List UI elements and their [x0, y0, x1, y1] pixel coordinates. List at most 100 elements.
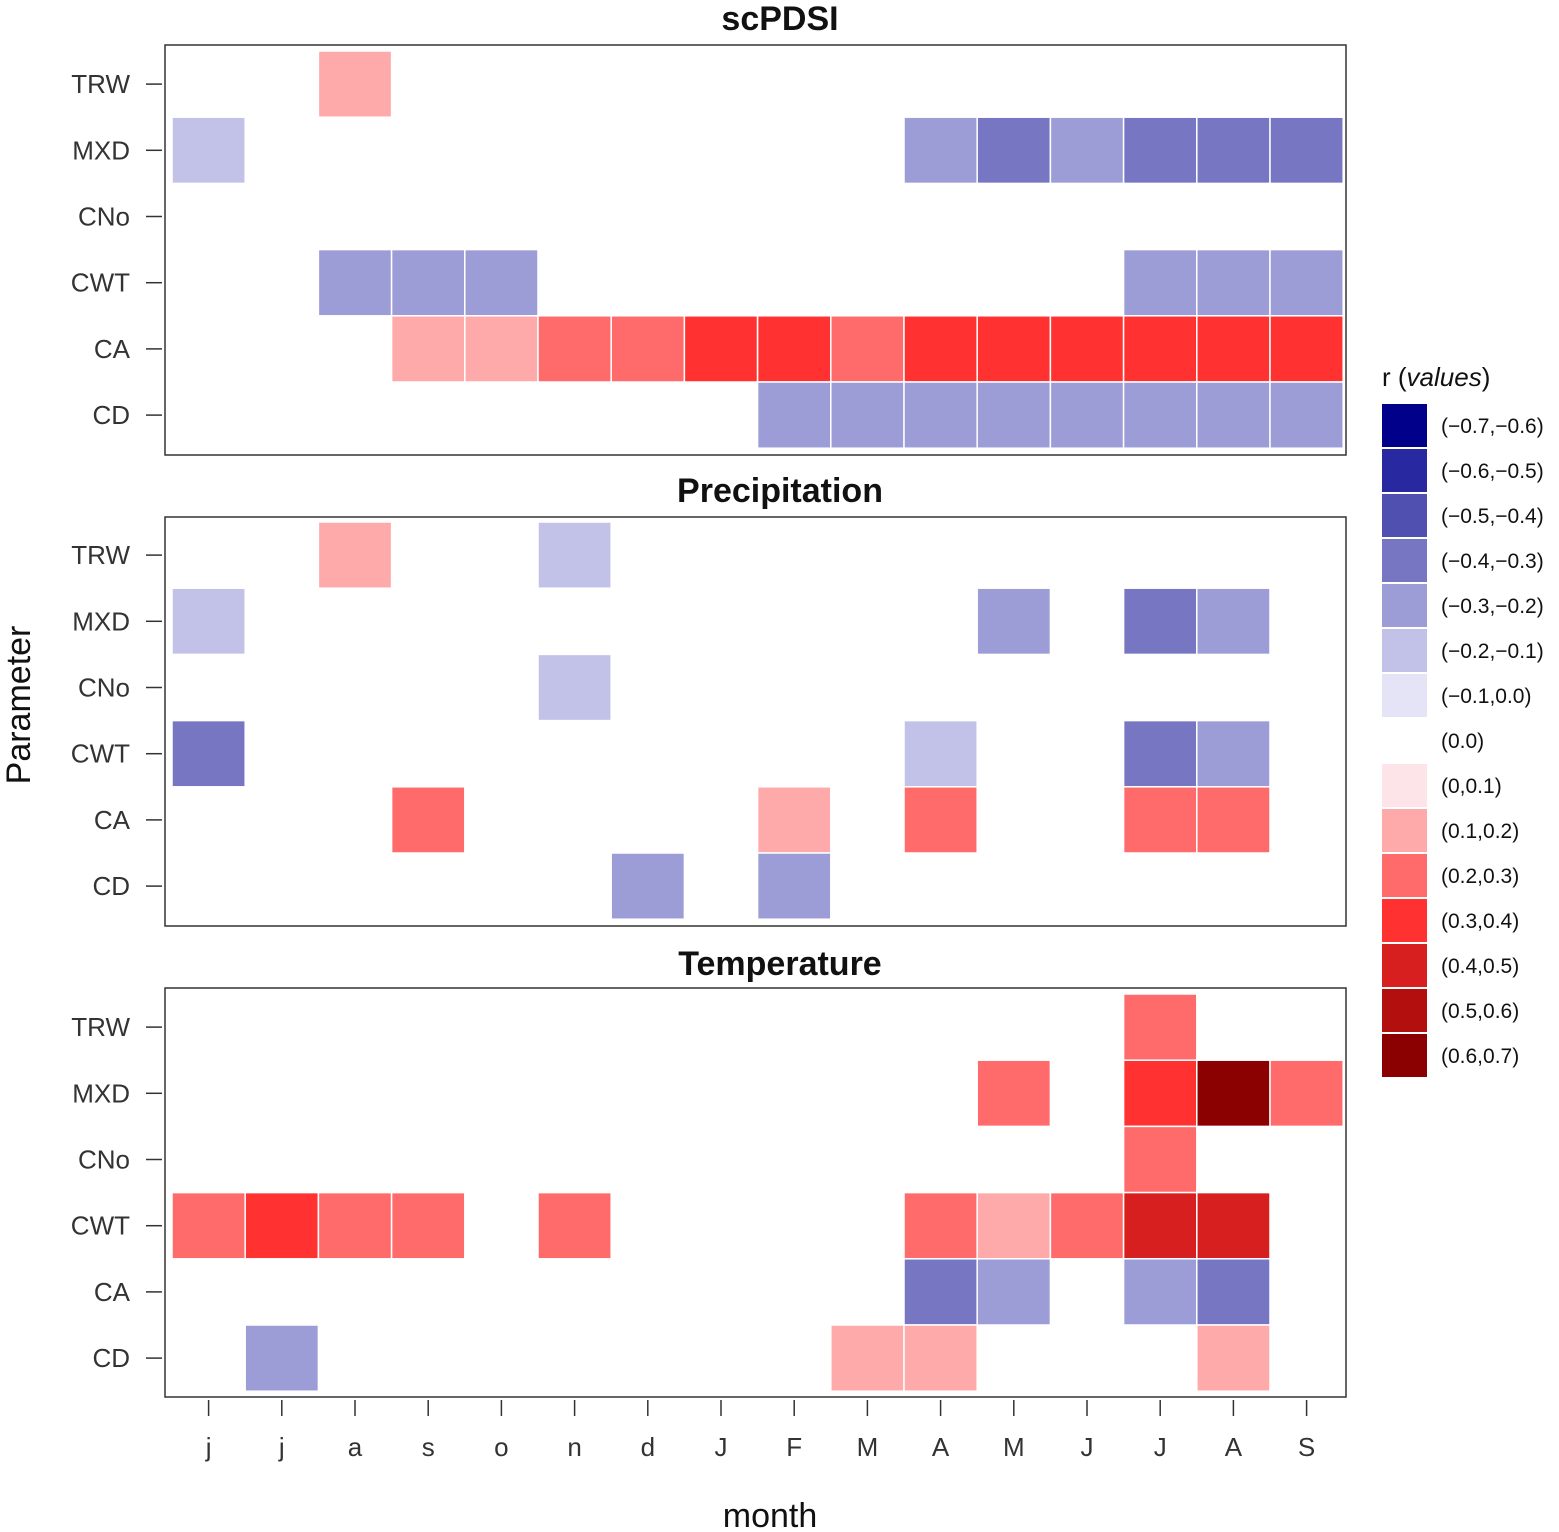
heatmap-cell	[1269, 116, 1344, 185]
heatmap-cell	[976, 1059, 1052, 1128]
heatmap-cell	[903, 1258, 978, 1326]
legend-label: (−0.7,−0.6)	[1441, 415, 1544, 438]
legend-swatch	[1382, 809, 1427, 852]
row-label: CD	[92, 1343, 130, 1373]
heatmap-cell	[756, 381, 832, 449]
panel-frame	[164, 516, 1347, 927]
month-label: J	[1081, 1432, 1094, 1462]
legend-swatch	[1382, 989, 1427, 1032]
heatmap-cell	[1122, 719, 1198, 788]
legend-label: (−0.5,−0.4)	[1441, 505, 1544, 528]
legend-title-suffix: )	[1482, 362, 1491, 392]
heatmap-cell	[1196, 315, 1271, 383]
row-label: CA	[94, 334, 131, 364]
heatmap-cell	[317, 521, 393, 589]
legend-swatch	[1382, 764, 1427, 807]
month-label: j	[278, 1432, 285, 1462]
month-label: a	[348, 1432, 363, 1462]
heatmap-cell	[244, 1324, 320, 1392]
panel-frame	[164, 987, 1347, 1398]
month-label: j	[205, 1432, 212, 1462]
row-label: TRW	[71, 540, 130, 570]
heatmap-cell	[171, 116, 246, 185]
heatmap-cell	[976, 116, 1052, 185]
heatmap-cell	[1049, 1191, 1125, 1260]
row-label: MXD	[72, 606, 130, 636]
heatmap-cell	[1196, 587, 1271, 656]
heatmap-cell	[1269, 1059, 1344, 1128]
heatmap-cell	[976, 587, 1052, 656]
heatmap-cell	[171, 587, 246, 656]
heatmap-cell	[830, 315, 905, 383]
heatmap-cell	[537, 315, 612, 383]
legend-swatch	[1382, 1034, 1427, 1077]
legend-label: (−0.6,−0.5)	[1441, 460, 1544, 483]
row-label: CA	[94, 805, 131, 835]
heatmap-cell	[1122, 786, 1198, 854]
legend-swatch	[1382, 494, 1427, 537]
heatmap-cell	[903, 116, 978, 185]
panel-temperature: Temperature TRW MXD CNo CWT CA CD	[71, 945, 1347, 1398]
legend: r (values) (−0.7,−0.6) (−0.6,−0.5) (−0.5,−…	[1382, 362, 1544, 1077]
y-axis-title: Parameter	[0, 626, 38, 785]
heatmap-cell	[390, 315, 466, 383]
heatmap-cell	[1196, 248, 1271, 317]
row-label: MXD	[72, 135, 130, 165]
panel-title: Temperature	[678, 945, 881, 983]
panel-precipitation: Precipitation TRW MXD CNo CWT CA CD	[71, 472, 1347, 927]
panel-frame	[164, 44, 1347, 456]
month-label: n	[567, 1432, 581, 1462]
row-label: MXD	[72, 1078, 130, 1108]
heatmap-cell	[1049, 381, 1125, 449]
heatmap-cell	[171, 719, 246, 788]
heatmap-cell	[537, 521, 612, 589]
legend-label: (0.0)	[1441, 730, 1484, 753]
heatmap-cell	[1049, 116, 1125, 185]
legend-swatch	[1382, 629, 1427, 672]
month-label: s	[422, 1432, 435, 1462]
legend-swatch	[1382, 584, 1427, 627]
heatmap-cell	[464, 248, 539, 317]
legend-label: (0.6,0.7)	[1441, 1045, 1519, 1068]
panel-title: Precipitation	[677, 472, 883, 510]
heatmap-cell	[1122, 381, 1198, 449]
row-label: CWT	[71, 268, 130, 298]
heatmap-cell	[1196, 116, 1271, 185]
legend-swatch	[1382, 404, 1427, 447]
row-label: CNo	[78, 202, 130, 232]
legend-label: (−0.1,0.0)	[1441, 685, 1531, 708]
heatmap-cell	[1196, 719, 1271, 788]
heatmap-cell	[976, 315, 1052, 383]
panel-scpdsi: scPDSI TRW MXD CNo CWT CA CD	[71, 0, 1347, 456]
heatmap-cell	[976, 1258, 1052, 1326]
legend-label: (0,0.1)	[1441, 775, 1502, 798]
heatmap-cell	[537, 653, 612, 722]
heatmap-cell	[903, 315, 978, 383]
month-label: S	[1298, 1432, 1315, 1462]
legend-swatch	[1382, 674, 1427, 717]
legend-label: (−0.3,−0.2)	[1441, 595, 1544, 618]
row-label: CNo	[78, 673, 130, 703]
legend-label: (−0.4,−0.3)	[1441, 550, 1544, 573]
legend-swatch	[1382, 449, 1427, 492]
heatmap-cell	[1196, 1258, 1271, 1326]
heatmap-cell	[830, 1324, 905, 1392]
legend-title-prefix: r (	[1382, 362, 1407, 392]
month-label: J	[715, 1432, 728, 1462]
month-label: o	[494, 1432, 508, 1462]
heatmap-cell	[1122, 587, 1198, 656]
heatmap-cell	[1122, 1191, 1198, 1260]
heatmap-cell	[390, 248, 466, 317]
heatmap-cell	[1122, 315, 1198, 383]
heatmap-cell	[1269, 315, 1344, 383]
heatmap-cell	[537, 1191, 612, 1260]
row-label: CNo	[78, 1145, 130, 1175]
heatmap-cell	[317, 248, 393, 317]
heatmap-cell	[830, 381, 905, 449]
heatmap-cell	[464, 315, 539, 383]
heatmap-cell	[1196, 786, 1271, 854]
month-label: J	[1154, 1432, 1167, 1462]
heatmap-cell	[1269, 248, 1344, 317]
heatmap-cell	[976, 1191, 1052, 1260]
